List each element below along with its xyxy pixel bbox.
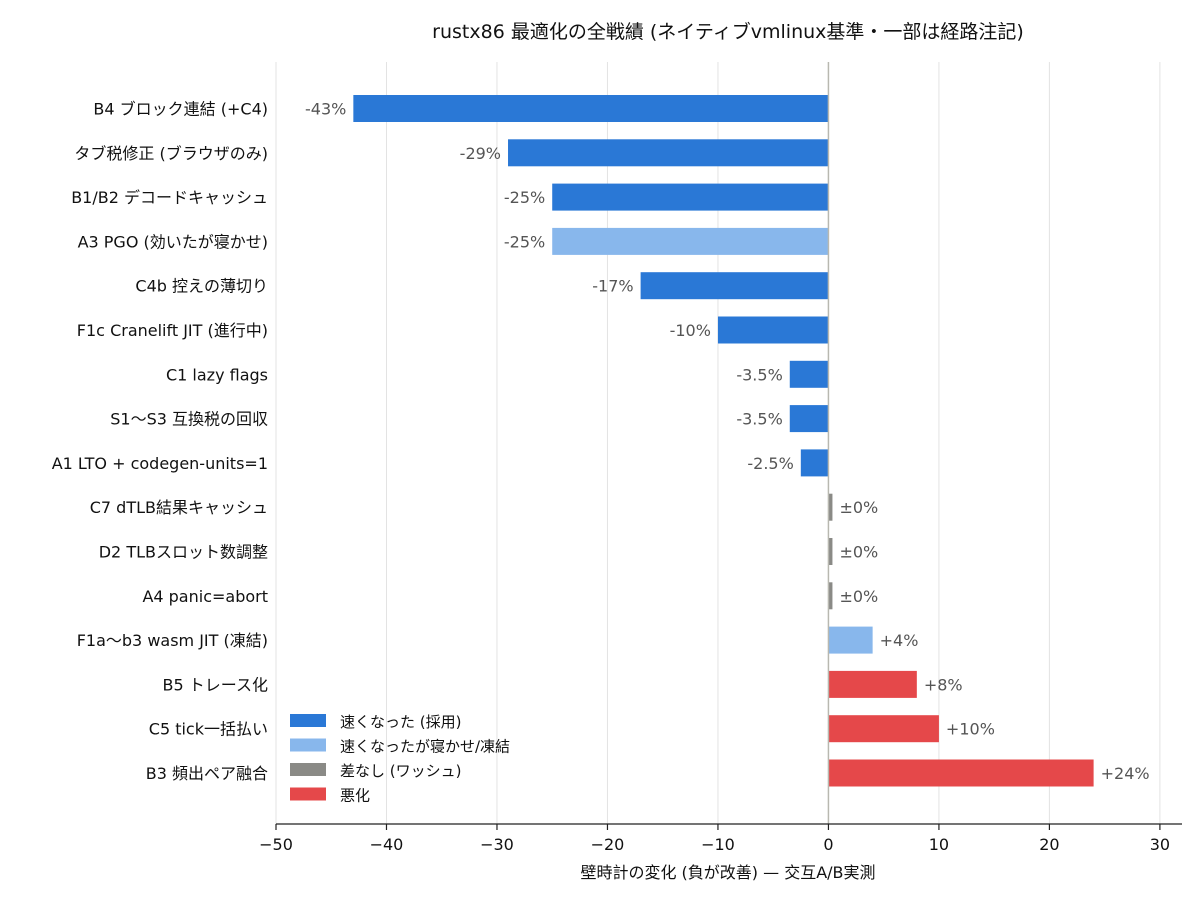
bar bbox=[828, 759, 1094, 787]
category-label: C5 tick一括払い bbox=[149, 720, 268, 739]
x-tick-label: −20 bbox=[591, 835, 625, 854]
legend-label: 速くなったが寝かせ/凍結 bbox=[340, 738, 510, 756]
bar bbox=[789, 360, 829, 388]
data-label: ±0% bbox=[839, 543, 878, 562]
bar bbox=[789, 405, 829, 433]
category-label: B1/B2 デコードキャッシュ bbox=[71, 188, 268, 207]
category-label: A4 panic=abort bbox=[142, 587, 268, 606]
bar bbox=[552, 227, 829, 255]
legend-swatch bbox=[290, 787, 326, 801]
data-label: +8% bbox=[924, 675, 963, 694]
x-tick-label: 20 bbox=[1039, 835, 1059, 854]
x-tick-label: 30 bbox=[1150, 835, 1170, 854]
data-label: -25% bbox=[504, 232, 545, 251]
bar bbox=[828, 493, 833, 521]
bar bbox=[353, 95, 829, 122]
category-label: タブ税修正 (ブラウザのみ) bbox=[74, 144, 268, 163]
legend-label: 悪化 bbox=[340, 787, 370, 805]
data-label: -3.5% bbox=[736, 365, 782, 384]
data-label: ±0% bbox=[839, 498, 878, 517]
category-label: D2 TLBスロット数調整 bbox=[99, 543, 268, 562]
data-label: ±0% bbox=[839, 587, 878, 606]
legend-swatch bbox=[290, 714, 326, 727]
data-label: -25% bbox=[504, 188, 545, 207]
category-label: C1 lazy flags bbox=[166, 365, 268, 384]
category-label: B5 トレース化 bbox=[163, 675, 268, 694]
data-label: +24% bbox=[1101, 764, 1150, 783]
category-labels: B4 ブロック連結 (+C4) タブ税修正 (ブラウザのみ) B1/B2 デコードキ… bbox=[52, 100, 268, 784]
category-label: S1〜S3 互換税の回収 bbox=[110, 410, 268, 429]
data-label: -43% bbox=[305, 100, 346, 119]
category-label: C4b 控えの薄切り bbox=[135, 277, 268, 296]
x-tick-label: −50 bbox=[259, 835, 293, 854]
chart-title: rustx86 最適化の全戦績 (ネイティブvmlinux基準・一部は経路注記) bbox=[432, 20, 1024, 43]
data-label: -29% bbox=[460, 144, 501, 163]
legend-swatch bbox=[290, 738, 326, 752]
legend-label: 差なし (ワッシュ) bbox=[340, 762, 461, 780]
category-label: A3 PGO (効いたが寝かせ) bbox=[78, 232, 268, 251]
x-tick-label: −10 bbox=[701, 835, 735, 854]
category-label: F1c Cranelift JIT (進行中) bbox=[77, 321, 268, 340]
data-label: +4% bbox=[880, 631, 919, 650]
data-label: -17% bbox=[592, 277, 633, 296]
bar bbox=[828, 715, 939, 743]
bars bbox=[353, 95, 1094, 787]
data-label: -3.5% bbox=[736, 410, 782, 429]
data-label: -10% bbox=[670, 321, 711, 340]
x-axis: −50 −40 −30 −20 −10 0 10 20 30 bbox=[259, 823, 1182, 854]
category-label: F1a〜b3 wasm JIT (凍結) bbox=[77, 631, 268, 650]
x-tick-label: −40 bbox=[370, 835, 404, 854]
data-label: +10% bbox=[946, 720, 995, 739]
bar bbox=[552, 183, 829, 211]
x-axis-title: 壁時計の変化 (負が改善) — 交互A/B実測 bbox=[580, 863, 875, 882]
bar bbox=[640, 272, 829, 300]
bar bbox=[508, 139, 829, 167]
bar bbox=[800, 449, 829, 477]
category-label: A1 LTO + codegen-units=1 bbox=[52, 454, 268, 473]
x-tick-label: 10 bbox=[929, 835, 949, 854]
data-label: -2.5% bbox=[747, 454, 793, 473]
category-label: B4 ブロック連結 (+C4) bbox=[93, 100, 268, 119]
legend-label: 速くなった (採用) bbox=[340, 713, 461, 731]
data-labels: -43% -29% -25% -25% -17% -10% -3.5% -3.5% -2.5% ±… bbox=[305, 100, 1150, 784]
legend-swatch bbox=[290, 763, 326, 776]
bar bbox=[828, 582, 833, 610]
grid-lines bbox=[275, 62, 1161, 824]
category-label: C7 dTLB結果キャッシュ bbox=[90, 498, 268, 517]
bar bbox=[828, 670, 917, 698]
bar bbox=[717, 316, 829, 344]
x-tick-label: −30 bbox=[480, 835, 514, 854]
category-label: B3 頻出ペア融合 bbox=[146, 764, 268, 783]
bar bbox=[828, 538, 833, 565]
x-tick-label: 0 bbox=[823, 835, 833, 854]
bar bbox=[828, 626, 873, 654]
